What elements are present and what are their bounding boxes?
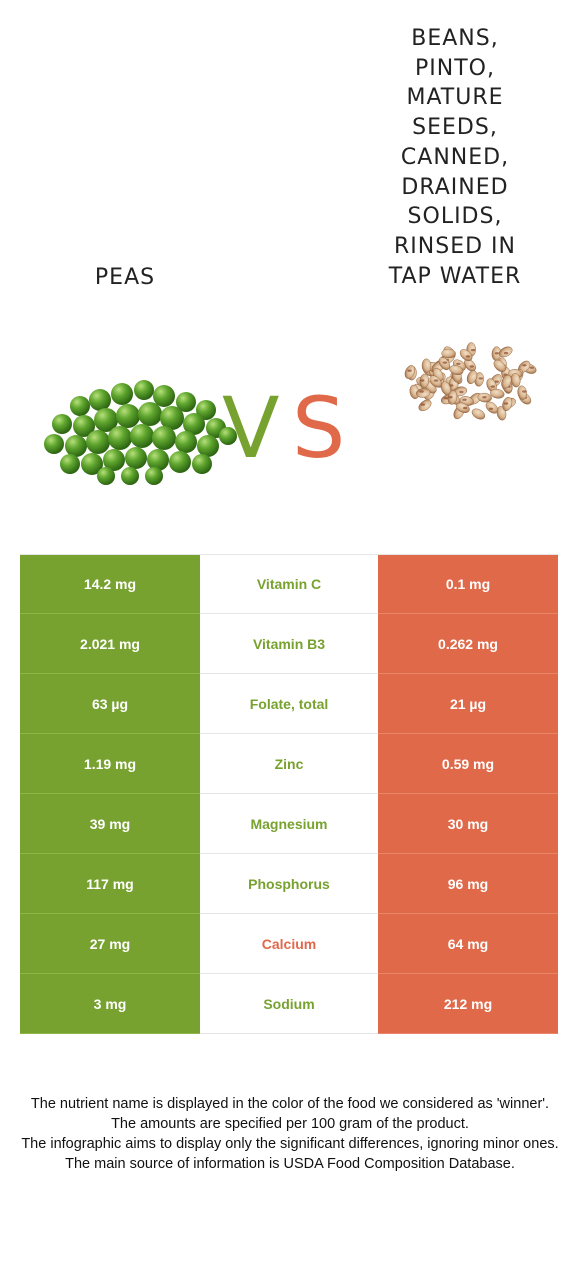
left-value: 117 mg <box>20 854 200 914</box>
right-value: 96 mg <box>378 854 558 914</box>
left-value: 39 mg <box>20 794 200 854</box>
nutrient-name: Calcium <box>200 914 378 973</box>
table-row: 14.2 mg Vitamin C 0.1 mg <box>20 554 558 614</box>
footer-line-aim: The infographic aims to display only the… <box>21 1136 559 1152</box>
right-value: 212 mg <box>378 974 558 1034</box>
left-food-title: PEAS <box>94 265 156 290</box>
nutrient-name: Vitamin C <box>200 555 378 613</box>
table-row: 117 mg Phosphorus 96 mg <box>20 854 558 914</box>
footer-notes: The nutrient name is displayed in the co… <box>20 1094 560 1174</box>
left-value: 63 µg <box>20 674 200 734</box>
nutrient-name: Folate, total <box>200 674 378 733</box>
left-value: 14.2 mg <box>20 555 200 614</box>
vs-letter-s: S <box>292 379 346 477</box>
table-row: 63 µg Folate, total 21 µg <box>20 674 558 734</box>
right-food-title: BEANS, PINTO, MATURE SEEDS, CANNED, DRAINED SO… <box>388 26 522 289</box>
right-value: 30 mg <box>378 794 558 854</box>
footer-line-amounts: The amounts are specified per 100 gram o… <box>111 1116 469 1132</box>
right-value: 0.262 mg <box>378 614 558 674</box>
nutrient-name: Sodium <box>200 974 378 1033</box>
right-value: 64 mg <box>378 914 558 974</box>
table-row: 2.021 mg Vitamin B3 0.262 mg <box>20 614 558 674</box>
right-value: 21 µg <box>378 674 558 734</box>
right-value: 0.59 mg <box>378 734 558 794</box>
peas-image <box>44 380 237 485</box>
comparison-table: 14.2 mg Vitamin C 0.1 mg 2.021 mg Vitamin B3… <box>20 554 558 1034</box>
table-row: 39 mg Magnesium 30 mg <box>20 794 558 854</box>
nutrient-name: Phosphorus <box>200 854 378 913</box>
pinto-beans-image <box>404 342 537 421</box>
nutrient-name: Vitamin B3 <box>200 614 378 673</box>
footer-line-source: The main source of information is USDA F… <box>65 1156 515 1172</box>
left-value: 1.19 mg <box>20 734 200 794</box>
table-row: 27 mg Calcium 64 mg <box>20 914 558 974</box>
table-row: 3 mg Sodium 212 mg <box>20 974 558 1034</box>
footer-line-winner: The nutrient name is displayed in the co… <box>30 1096 550 1112</box>
vs-label: V S <box>222 378 352 478</box>
left-value: 3 mg <box>20 974 200 1034</box>
nutrient-name: Zinc <box>200 734 378 793</box>
left-value: 27 mg <box>20 914 200 974</box>
table-row: 1.19 mg Zinc 0.59 mg <box>20 734 558 794</box>
nutrient-name: Magnesium <box>200 794 378 853</box>
vs-letter-v: V <box>222 379 280 477</box>
right-value: 0.1 mg <box>378 555 558 614</box>
left-value: 2.021 mg <box>20 614 200 674</box>
